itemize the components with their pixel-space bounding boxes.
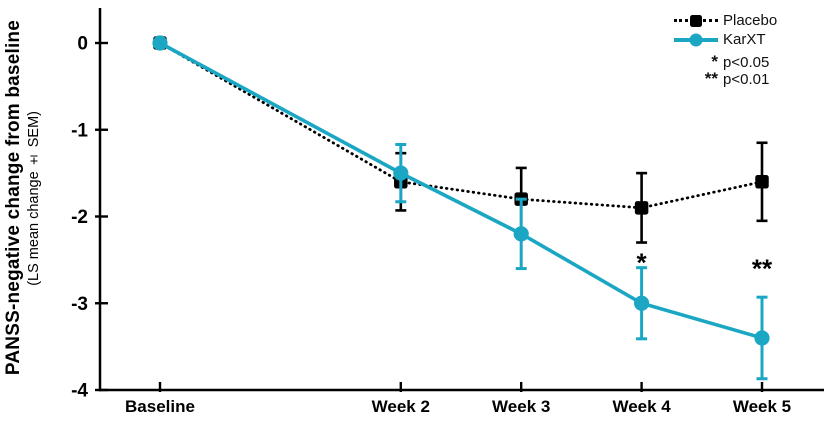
significance-note-p001: ** p<0.01	[674, 69, 777, 88]
significance-label-p005: p<0.05	[723, 54, 770, 71]
y-axis-label-main: PANSS-negative change from baseline	[3, 20, 24, 376]
series-line	[158, 41, 764, 210]
placebo-legend-line	[674, 14, 718, 27]
y-tick-label: -3	[71, 294, 88, 315]
karxt-marker	[152, 35, 168, 51]
significance-note-p005: * p<0.05	[674, 52, 777, 71]
placebo-legend-marker	[690, 14, 702, 27]
placebo-marker	[755, 175, 769, 189]
series-line	[159, 41, 763, 340]
karxt-legend-line	[674, 33, 718, 47]
x-tick-label: Week 5	[733, 397, 791, 416]
significance-label-p001: p<0.01	[723, 71, 770, 88]
significance-symbol-double-asterisk: **	[704, 69, 718, 88]
legend-entry-karxt: KarXT	[674, 30, 777, 49]
y-tick-label: -4	[71, 381, 88, 402]
y-tick-label: 0	[77, 34, 88, 55]
significance-annotation: *	[637, 247, 648, 277]
legend-label-karxt: KarXT	[723, 31, 766, 48]
x-tick-label: Baseline	[125, 397, 195, 416]
y-axis-label: PANSS-negative change from baseline (LS …	[3, 0, 42, 396]
series-karxt	[152, 35, 770, 381]
x-tick-label: Week 3	[492, 397, 550, 416]
karxt-marker	[513, 226, 529, 242]
significance-annotation: **	[752, 253, 773, 283]
karxt-marker	[634, 295, 650, 311]
legend: Placebo KarXT * p<0.05 ** p<0.01	[674, 11, 777, 88]
legend-label-placebo: Placebo	[723, 12, 778, 29]
legend-entry-placebo: Placebo	[674, 11, 777, 30]
karxt-marker	[754, 330, 770, 346]
placebo-marker	[634, 201, 649, 215]
y-tick-label: -2	[71, 207, 88, 228]
karxt-marker	[393, 165, 409, 181]
axes: 0 -1 -2 -3 -4 Baseline Week 2 Week 3 Week 4 Week …	[71, 8, 824, 416]
x-tick-label: Week 2	[372, 397, 430, 416]
x-tick-label: Week 4	[612, 397, 671, 416]
y-tick-label: -1	[71, 120, 88, 141]
significance-symbol-single-asterisk: *	[711, 52, 718, 71]
y-axis-label-sub: (LS mean change ± SEM)	[26, 110, 42, 286]
karxt-legend-marker	[689, 33, 703, 47]
